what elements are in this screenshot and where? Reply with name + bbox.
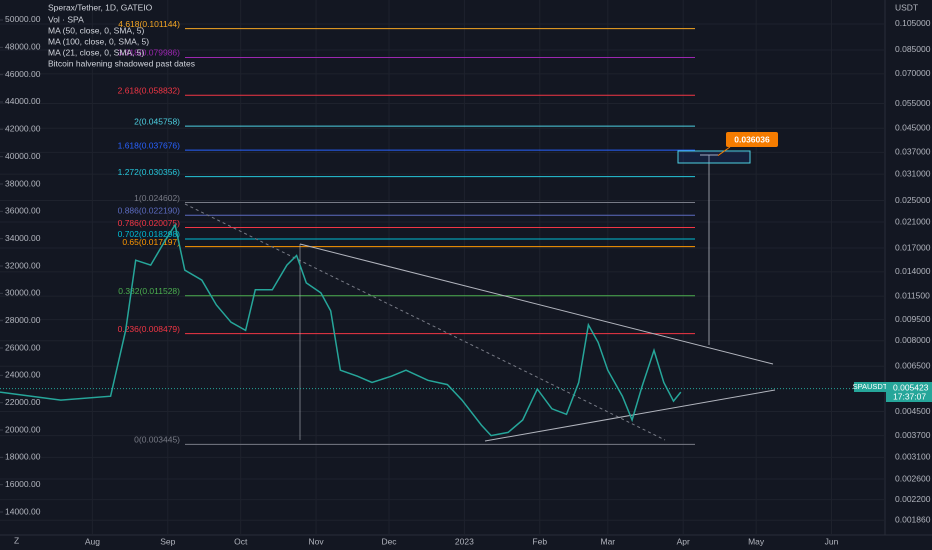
x-tick-label: Jun [825,536,839,546]
chart-title: Sperax/Tether, 1D, GATEIO [48,2,153,12]
y-tick-label: 0.017000 [895,242,931,252]
y2-tick-label: 16000.00 [5,479,41,489]
y2-tick-label: 44000.00 [5,96,41,106]
y2-tick-label: 30000.00 [5,288,41,298]
y-tick-label: 0.003100 [895,452,931,462]
annotation-box [726,132,778,147]
fib-label: 0.786(0.020075) [118,218,181,228]
x-tick-label: Apr [677,536,690,546]
fib-label: 1(0.024602) [134,193,180,203]
last-price: 0.005423 [893,382,929,392]
legend-line: MA (21, close, 0, SMA, 5) [48,47,145,57]
fib-label: 0(0.003445) [134,435,180,445]
price-line [0,223,682,437]
legend-line: Vol · SPA [48,14,84,24]
x-tick-label: Feb [532,536,547,546]
y2-tick-label: 34000.00 [5,233,41,243]
y2-tick-label: 40000.00 [5,151,41,161]
y2-tick-label: 22000.00 [5,397,41,407]
x-tick-label: Sep [160,536,175,546]
fib-label: 2(0.045758) [134,116,180,126]
y2-tick-label: 42000.00 [5,124,41,134]
y2-tick-label: 14000.00 [5,506,41,516]
y2-tick-label: 46000.00 [5,69,41,79]
price-tag [886,382,932,402]
x-tick-label: Oct [234,536,248,546]
y-tick-label: 0.008000 [895,335,931,345]
y-tick-label: 0.011500 [895,290,930,300]
legend-line: MA (100, close, 0, SMA, 5) [48,36,149,46]
x-tick-label: Nov [309,536,325,546]
y-tick-label: 0.021000 [895,216,931,226]
corner-label: Z [14,535,19,545]
y2-tick-label: 26000.00 [5,342,41,352]
legend-line: MA (50, close, 0, SMA, 5) [48,25,145,35]
y-tick-label: 0.004500 [895,406,931,416]
fib-label: 4.618(0.101144) [118,19,180,29]
y-tick-label: 0.031000 [895,168,931,178]
y-tick-label: 0.006500 [895,361,931,371]
annotation-label: 0.036036 [734,134,770,144]
axis-unit: USDT [895,2,918,12]
fib-label: 0.236(0.008479) [118,324,181,334]
y2-tick-label: 28000.00 [5,315,41,325]
x-tick-label: Mar [601,536,616,546]
y-tick-label: 0.070000 [895,68,931,78]
target-box [677,150,751,164]
plot [0,146,885,437]
y2-tick-label: 20000.00 [5,424,41,434]
y-tick-label: 0.037000 [895,147,931,157]
x-tick-label: Aug [85,536,100,546]
fib-label: 1.272(0.030356) [118,167,181,177]
y2-tick-label: 48000.00 [5,42,41,52]
fib-label: 0.886(0.022190) [118,205,181,215]
fib-label: 2.618(0.058832) [118,86,181,96]
y2-tick-label: 18000.00 [5,452,41,462]
countdown: 17:37:07 [893,391,926,401]
annotation-pointer [717,146,731,156]
y-tick-label: 0.002200 [895,494,931,504]
y2-tick-label: 32000.00 [5,260,41,270]
y-tick-label: 0.014000 [895,266,931,276]
trend-line [299,243,774,365]
y-tick-label: 0.105000 [895,18,931,28]
x-tick-label: Dec [381,536,397,546]
y-tick-label: 0.009500 [895,314,931,324]
x-tick-label: May [748,536,765,546]
y-tick-label: 0.002600 [895,473,931,483]
y2-tick-label: 36000.00 [5,206,41,216]
symbol-label: SPAUSDT [853,382,888,391]
y-tick-label: 0.025000 [895,195,931,205]
fib-label: 0.702(0.018298) [118,229,181,239]
y2-tick-label: 50000.00 [5,14,41,24]
symbol-tag [854,382,886,392]
fib-label: 0.65(0.017197) [122,237,180,247]
y-tick-label: 0.085000 [895,44,931,54]
y-tick-label: 0.001860 [895,515,931,525]
trend-line [184,203,666,441]
y-tick-label: 0.003700 [895,430,931,440]
y-tick-label: 0.045000 [895,122,931,132]
fib-label: 0.382(0.011528) [118,286,180,296]
y2-tick-label: 24000.00 [5,370,41,380]
fib-label: 1.618(0.037676) [118,140,181,150]
y-tick-label: 0.055000 [895,98,931,108]
legend-line: Bitcoin halvening shadowed past dates [48,58,195,68]
x-tick-label: 2023 [455,536,474,546]
fib-retracement: 4.618(0.101144) 3.618(0.079986) 2.618(0.05… [118,19,695,445]
y2-tick-label: 38000.00 [5,178,41,188]
fib-label: 3.618(0.079986) [118,48,181,58]
